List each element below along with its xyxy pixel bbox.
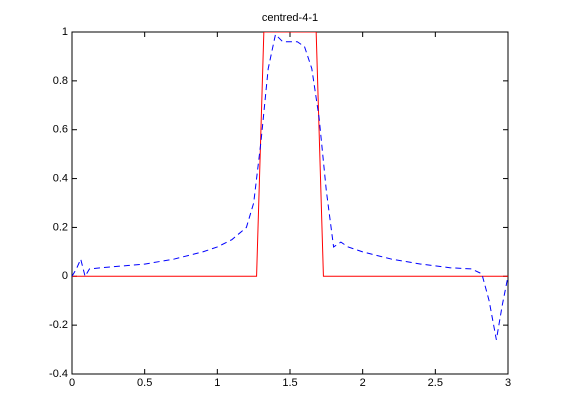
x-tick-label: 2 — [360, 377, 366, 389]
x-tick-label: 1.5 — [282, 377, 297, 389]
x-tick-label: 1 — [214, 377, 220, 389]
y-tick-label: 0.6 — [53, 124, 68, 136]
y-tick-label: 0.2 — [53, 221, 68, 233]
x-tick-label: 2.5 — [428, 377, 443, 389]
x-tick-label: 0.5 — [137, 377, 152, 389]
series-line — [72, 33, 508, 340]
y-tick-label: 0 — [62, 270, 68, 282]
y-tick-label: 1 — [62, 26, 68, 38]
x-tick-label: 0 — [69, 377, 75, 389]
y-tick-label: 0.4 — [53, 172, 68, 184]
chart-title: centred-4-1 — [262, 12, 318, 24]
x-tick-label: 3 — [505, 377, 511, 389]
y-tick-label: -0.4 — [49, 368, 68, 380]
series-line — [72, 32, 508, 277]
axes-box — [71, 31, 509, 375]
y-tick-label: -0.2 — [49, 319, 68, 331]
y-tick-label: 0.8 — [53, 75, 68, 87]
